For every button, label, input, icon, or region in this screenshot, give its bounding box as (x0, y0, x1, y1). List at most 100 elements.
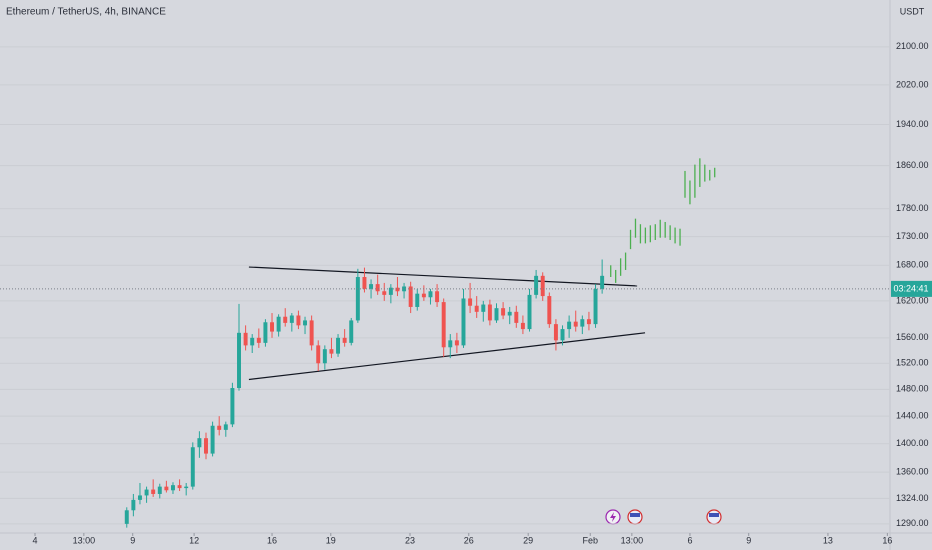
candle-body (276, 316, 281, 332)
x-tick-label: 13 (823, 535, 833, 545)
candles (124, 259, 605, 528)
candle-body (124, 510, 129, 524)
candle-body (309, 320, 314, 346)
candle-body (204, 438, 208, 454)
countdown-label: 03:24:41 (893, 283, 928, 293)
candle-body (243, 332, 248, 346)
x-tick-label: Feb (582, 535, 598, 545)
x-tick-label: 9 (746, 535, 751, 545)
candle-body (421, 293, 426, 298)
candle-body (474, 305, 479, 312)
candle-body (369, 284, 374, 289)
candle-body (230, 388, 235, 425)
candle-body (296, 315, 301, 326)
candle-body (184, 486, 189, 489)
candle-body (131, 499, 136, 511)
x-tick-label: 29 (523, 535, 533, 545)
chart-title: Ethereum / TetherUS, 4h, BINANCE (6, 7, 166, 18)
candle-body (593, 288, 598, 325)
x-tick-label: 13:00 (73, 535, 96, 545)
x-tick-label: 13:00 (621, 535, 644, 545)
y-tick-label: 1940.00 (896, 119, 929, 129)
y-tick-label: 1440.00 (896, 411, 929, 421)
trend-line (248, 332, 646, 381)
y-tick-label: 1324.00 (896, 493, 929, 503)
candle-body (375, 284, 380, 292)
candle-body (547, 296, 552, 325)
candle-body (197, 438, 202, 448)
candle-body (441, 302, 446, 348)
x-tick-label: 16 (882, 535, 892, 545)
event-icons (605, 509, 722, 525)
candle-body (349, 320, 354, 343)
candle-body (289, 315, 294, 323)
candle-body (507, 311, 512, 316)
candle-body (553, 324, 558, 341)
candle-body (567, 321, 572, 330)
price-badge (891, 280, 932, 297)
candle-body (448, 340, 453, 348)
candle-body (283, 316, 288, 323)
candle-body (190, 447, 195, 487)
x-tick-label: 12 (189, 535, 199, 545)
candle-body (151, 489, 156, 494)
y-tick-label: 1680.00 (896, 260, 929, 270)
x-tick-label: 9 (130, 535, 135, 545)
candle-body (487, 304, 492, 321)
candle-body (415, 293, 420, 307)
candle-body (164, 486, 169, 491)
grid (0, 46, 890, 525)
event-icon-glyph (630, 513, 640, 517)
y-tick-label: 1620.00 (896, 295, 929, 305)
candle-body (137, 495, 142, 500)
candle-body (382, 291, 387, 295)
candle-body (263, 322, 268, 343)
candle-body (237, 332, 241, 389)
candle-body (322, 349, 327, 364)
ticks: 1290.00 1324.00 1360.00 1400.00 1440.00 1480.… (32, 41, 928, 545)
candle-body (481, 304, 486, 312)
candle-body (408, 286, 413, 307)
candle-body (250, 337, 255, 346)
event-icon-glyph (610, 512, 616, 522)
candle-body (210, 425, 215, 454)
candle-body (336, 337, 341, 354)
candle-body (428, 291, 433, 298)
candle-body (402, 286, 407, 292)
candle-body (303, 320, 308, 326)
candle-body (362, 277, 367, 289)
candle-body (586, 319, 591, 325)
candle-body (342, 337, 347, 343)
candle-body (388, 287, 393, 295)
candle-body (316, 345, 321, 364)
candle-body (461, 298, 466, 346)
candle-body (144, 489, 149, 496)
candle-body (514, 311, 519, 323)
candle-body (395, 287, 400, 292)
candle-body (355, 277, 360, 321)
x-tick-label: 19 (326, 535, 336, 545)
candle-body (435, 291, 440, 303)
y-tick-label: 2020.00 (896, 79, 929, 89)
candle-body (256, 337, 261, 343)
candle-body (177, 485, 182, 489)
y-tick-label: 1520.00 (896, 358, 929, 368)
y-tick-label: 1400.00 (896, 438, 929, 448)
y-tick-label: 1730.00 (896, 231, 929, 241)
y-tick-label: 1780.00 (896, 203, 929, 213)
candle-body (527, 294, 532, 330)
candle-body (573, 321, 578, 327)
candle-body (270, 322, 274, 332)
axis-unit: USDT (900, 6, 925, 16)
event-icon-glyph (709, 513, 719, 517)
projection (610, 158, 716, 283)
candle-body (217, 425, 222, 430)
candle-body (580, 319, 585, 327)
candle-body (329, 349, 334, 354)
y-tick-label: 1560.00 (896, 332, 929, 342)
candle-body (600, 275, 605, 289)
y-tick-label: 1860.00 (896, 160, 929, 170)
